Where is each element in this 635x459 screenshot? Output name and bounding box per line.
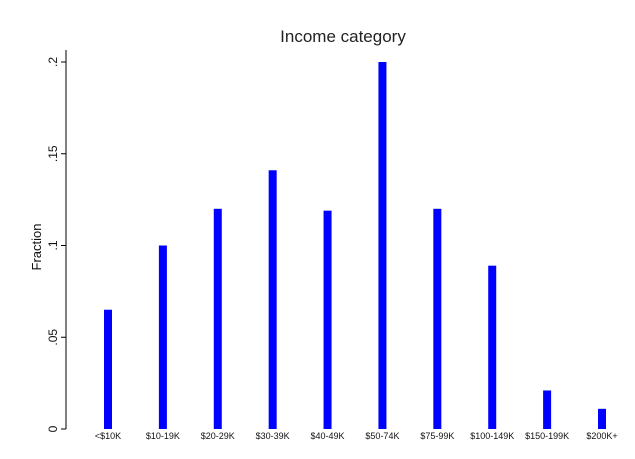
bar xyxy=(543,390,552,429)
x-tick-label: $50-74K xyxy=(365,431,399,441)
x-tick-label: $100-149K xyxy=(470,431,514,441)
bar xyxy=(323,210,332,429)
x-tick-label: $75-99K xyxy=(420,431,454,441)
chart-title: Income category xyxy=(280,27,406,46)
y-tick-label: .05 xyxy=(46,329,60,346)
x-tick-label: $10-19K xyxy=(146,431,180,441)
bar xyxy=(598,408,606,429)
y-axis-ticks: 0 .05 .1 .15 .2 xyxy=(46,57,66,432)
y-tick-label: .15 xyxy=(46,145,60,162)
bar xyxy=(104,309,112,429)
y-axis-label: Fraction xyxy=(29,224,44,271)
bar xyxy=(213,208,222,429)
x-tick-label: $40-49K xyxy=(311,431,345,441)
bar xyxy=(158,245,167,429)
x-tick-label: $200K+ xyxy=(586,431,617,441)
x-tick-label: $20-29K xyxy=(201,431,235,441)
y-tick-label: .2 xyxy=(46,57,60,67)
x-tick-label: $30-39K xyxy=(256,431,290,441)
x-tick-label: <$10K xyxy=(95,431,121,441)
bar xyxy=(433,208,442,429)
bar xyxy=(268,170,277,429)
bars xyxy=(104,62,606,429)
bar xyxy=(488,265,497,429)
x-axis-ticks: <$10K $10-19K $20-29K $30-39K $40-49K $50-74K… xyxy=(95,431,618,441)
y-tick-label: .1 xyxy=(46,240,60,250)
x-tick-label: $150-199K xyxy=(525,431,569,441)
bar xyxy=(378,62,387,429)
y-tick-label: 0 xyxy=(46,425,60,432)
